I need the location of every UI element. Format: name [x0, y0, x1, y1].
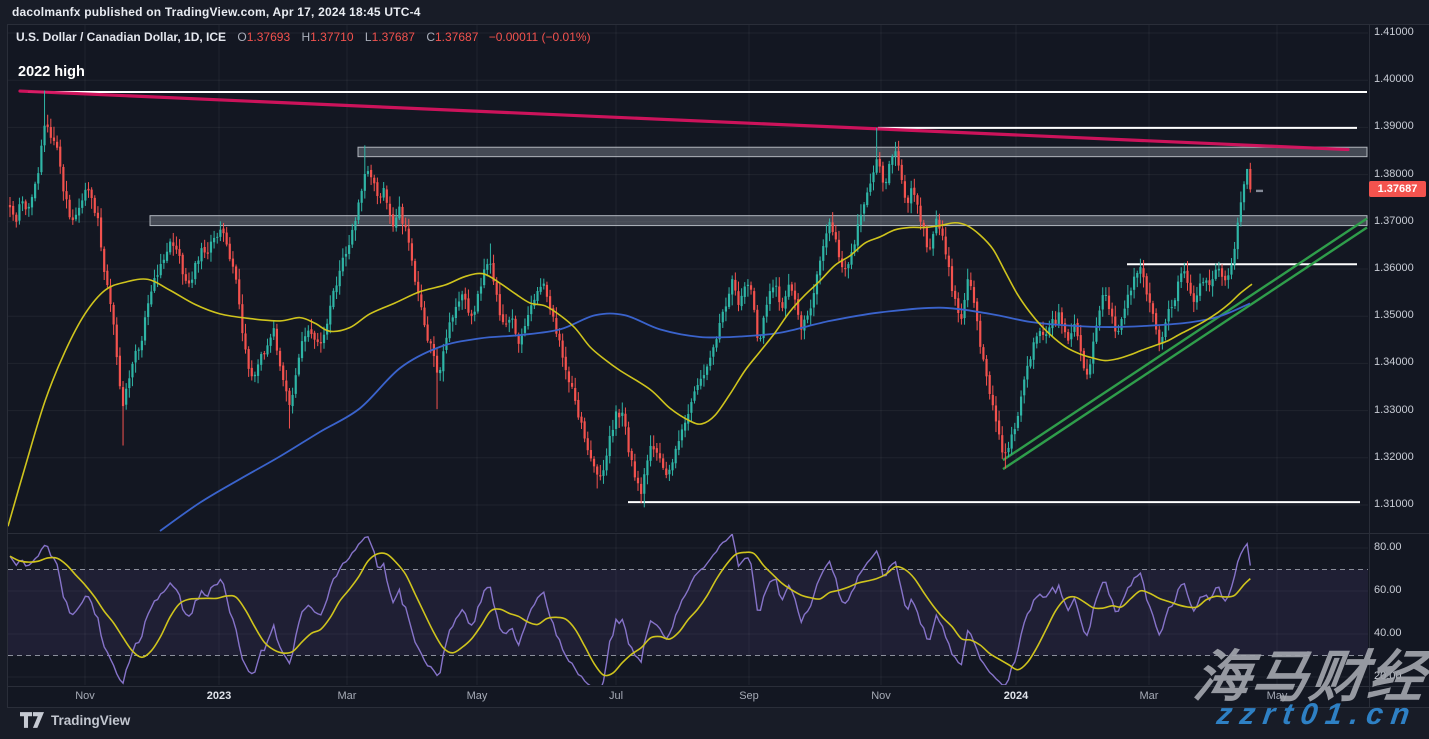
- ohlc-close: C1.37687: [426, 30, 479, 44]
- publish-info-text: dacolmanfx published on TradingView.com,…: [12, 5, 421, 19]
- price-axis-label: 1.40000: [1374, 73, 1414, 86]
- ma-slow-blue: [159, 302, 1251, 532]
- axis-separator-vertical: [1369, 24, 1370, 707]
- time-axis-month-label: Sep: [739, 690, 759, 702]
- rsi-axis-label: 20.00: [1374, 670, 1402, 682]
- ohlc-low: L1.37687: [364, 30, 415, 44]
- price-axis-label: 1.37000: [1374, 214, 1414, 227]
- time-axis-month-label: Jul: [608, 690, 624, 702]
- price-axis-label: 1.36000: [1374, 262, 1414, 274]
- price-pane[interactable]: [8, 25, 1368, 533]
- time-axis-year-label: 2023: [206, 690, 232, 702]
- last-price-badge: 1.37687: [1369, 181, 1426, 198]
- price-axis-label: 1.32000: [1374, 450, 1414, 463]
- rsi-ma-line: [9, 551, 1251, 677]
- tradingview-brand-text[interactable]: TradingView: [51, 712, 131, 728]
- price-axis-label: 1.39000: [1374, 120, 1414, 133]
- candles-down: [8, 114, 1252, 504]
- ohlc-open: O1.37693: [237, 30, 291, 44]
- price-axis-label: 1.33000: [1374, 403, 1414, 416]
- pane-left-border: [7, 24, 8, 707]
- change-value: −0.00011 (−0.01%): [488, 30, 591, 44]
- pane-separator[interactable]: [7, 533, 1429, 534]
- tradingview-footer: TradingView: [20, 712, 130, 728]
- bottom-border: [7, 707, 1429, 708]
- annotation-2022-high: 2022 high: [18, 64, 85, 80]
- ohlc-high: H1.37710: [301, 30, 354, 44]
- watermark-url: zzrt01.cn: [1214, 698, 1420, 731]
- price-axis-label: 1.34000: [1374, 356, 1414, 369]
- rsi-line: [9, 534, 1251, 685]
- time-axis-month-label: Mar: [337, 690, 357, 702]
- time-axis-separator: [7, 686, 1429, 687]
- time-axis-month-label: Nov: [75, 690, 95, 702]
- rsi-axis-label: 80.00: [1374, 541, 1402, 553]
- ma-fast-yellow: [8, 221, 1253, 527]
- rsi-axis-label: 40.00: [1374, 627, 1402, 639]
- time-axis-month-label: May: [1266, 690, 1288, 702]
- price-axis-label: 1.38000: [1374, 167, 1414, 180]
- time-axis-month-label: Mar: [1139, 690, 1159, 702]
- publish-info-bar: dacolmanfx published on TradingView.com,…: [12, 5, 421, 23]
- time-axis-month-label: Nov: [871, 690, 891, 702]
- symbol-title[interactable]: U.S. Dollar / Canadian Dollar, 1D, ICE: [16, 30, 227, 44]
- tradingview-logo-icon[interactable]: [20, 712, 44, 728]
- time-axis-year-label: 2024: [1003, 690, 1029, 702]
- time-axis-month-label: May: [466, 690, 488, 702]
- price-axis-label: 1.41000: [1374, 26, 1414, 38]
- pane-top-border: [7, 24, 1429, 25]
- rsi-pane[interactable]: [8, 534, 1368, 690]
- candles-up: [18, 90, 1249, 508]
- symbol-ohlc-row: U.S. Dollar / Canadian Dollar, 1D, ICE O…: [16, 30, 591, 44]
- price-axis-label: 1.35000: [1374, 309, 1414, 322]
- rsi-axis-label: 60.00: [1374, 584, 1402, 596]
- price-axis-label: 1.31000: [1374, 498, 1414, 510]
